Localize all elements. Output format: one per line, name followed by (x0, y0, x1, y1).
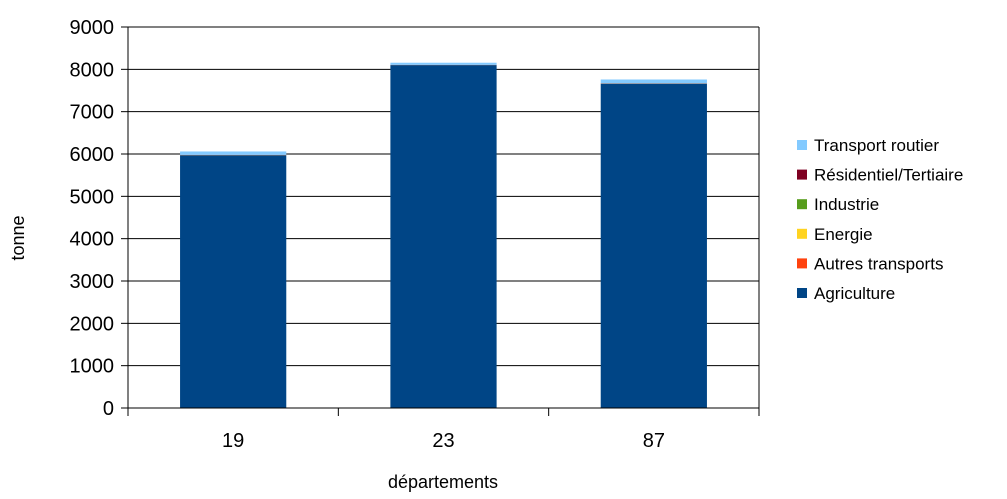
y-tick-label: 4000 (70, 229, 115, 251)
bar-segment (180, 151, 286, 154)
y-tick-labels: 0 1000 2000 3000 4000 5000 6000 7000 8000 9000 (70, 17, 115, 420)
x-axis-title: départements (388, 472, 498, 492)
x-tick-labels: 19 23 87 (222, 430, 665, 452)
legend-item: Energie (797, 225, 873, 244)
legend-label: Industrie (814, 195, 879, 214)
y-tick-label: 0 (103, 398, 114, 420)
bar-segment (601, 84, 707, 408)
legend-item: Résidentiel/Tertiaire (797, 166, 963, 185)
bar-segment (390, 65, 496, 408)
legend-item: Autres transports (797, 254, 943, 273)
legend-item: Industrie (797, 195, 879, 214)
legend-swatch (797, 140, 807, 150)
y-tick-label: 8000 (70, 59, 115, 81)
legend-swatch (797, 199, 807, 209)
legend-label: Autres transports (814, 254, 943, 273)
legend-label: Energie (814, 225, 873, 244)
legend-swatch (797, 170, 807, 180)
legend-item: Transport routier (797, 136, 939, 155)
legend: Transport routier Résidentiel/Tertiaire In… (797, 136, 963, 303)
legend-label: Transport routier (814, 136, 939, 155)
x-tick-label: 87 (643, 430, 665, 452)
legend-item: Agriculture (797, 284, 895, 303)
legend-swatch (797, 258, 807, 268)
y-axis-title: tonne (8, 215, 28, 260)
y-tick-label: 5000 (70, 186, 115, 208)
y-tick-label: 2000 (70, 313, 115, 335)
bar-segment (180, 155, 286, 408)
x-tick-label: 23 (432, 430, 454, 452)
legend-swatch (797, 229, 807, 239)
y-tick-label: 6000 (70, 144, 115, 166)
legend-label: Agriculture (814, 284, 895, 303)
y-tick-label: 3000 (70, 271, 115, 293)
legend-label: Résidentiel/Tertiaire (814, 166, 963, 185)
x-tick-label: 19 (222, 430, 244, 452)
legend-swatch (797, 288, 807, 298)
y-tick-label: 9000 (70, 17, 115, 39)
bar-segment (601, 79, 707, 83)
y-tick-label: 7000 (70, 102, 115, 124)
bars (180, 63, 707, 408)
y-tick-label: 1000 (70, 356, 115, 378)
bar-segment (390, 63, 496, 65)
